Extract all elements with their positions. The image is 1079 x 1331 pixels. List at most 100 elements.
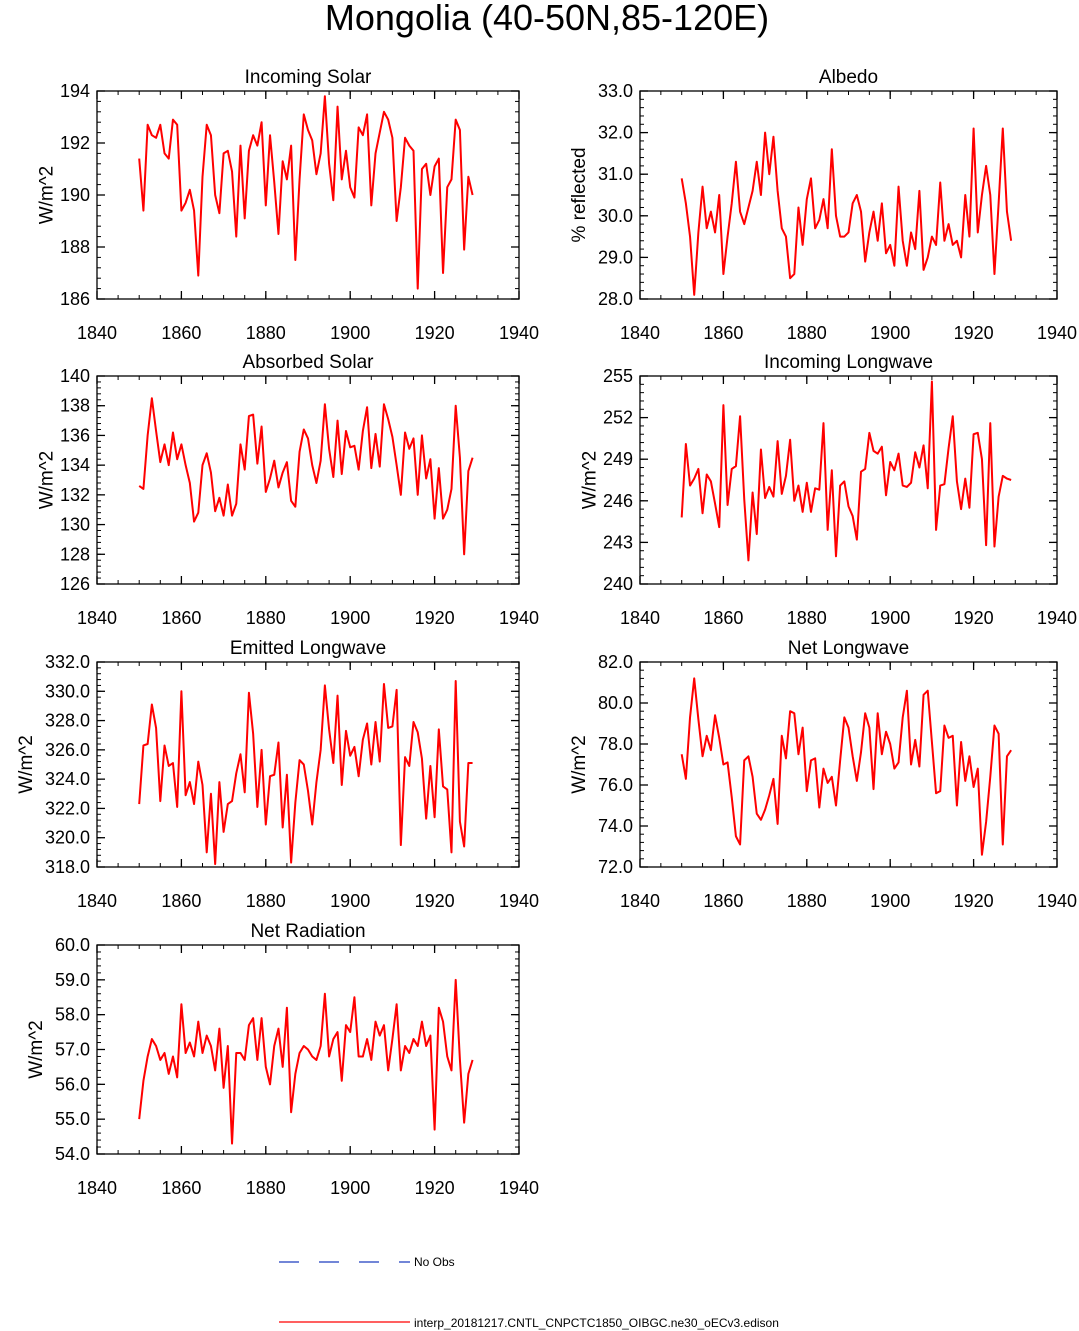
y-tick-label: 130 <box>60 515 90 535</box>
panels: Incoming Solar 1840 1860 1880 1900 1920 1940 18… <box>16 67 1077 1198</box>
y-tick-label: 255 <box>603 366 633 386</box>
plot-frame <box>639 661 1058 868</box>
panel-7: Net Radiation 1840 1860 1880 1900 1920 1940 54.… <box>26 921 539 1198</box>
y-tick-label: 328.0 <box>45 711 90 731</box>
legend-model-label: interp_20181217.CNTL_CNPCTC1850_OIBGC.ne… <box>414 1316 779 1330</box>
y-axis-label: % reflected <box>569 147 590 242</box>
y-tick-label: 60.0 <box>55 935 90 955</box>
y-tick-label: 32.0 <box>598 123 633 143</box>
y-tick-label: 246 <box>603 491 633 511</box>
x-tick-label: 1900 <box>330 608 370 628</box>
x-tick-label: 1900 <box>870 323 910 343</box>
x-tick-label: 1940 <box>1037 608 1077 628</box>
y-tick-label: 31.0 <box>598 164 633 184</box>
y-tick-label: 128 <box>60 544 90 564</box>
x-tick-label: 1860 <box>703 323 743 343</box>
x-tick-label: 1840 <box>77 608 117 628</box>
y-tick-label: 192 <box>60 133 90 153</box>
x-tick-label: 1860 <box>161 608 201 628</box>
y-tick-label: 80.0 <box>598 693 633 713</box>
panel-title: Emitted Longwave <box>230 638 386 659</box>
x-tick-label: 1880 <box>787 608 827 628</box>
x-tick-label: 1920 <box>415 891 455 911</box>
x-tick-label: 1860 <box>703 608 743 628</box>
x-tick-label: 1840 <box>620 323 660 343</box>
panel-3: Absorbed Solar 1840 1860 1880 1900 1920 1940 12… <box>36 352 539 628</box>
y-axis-label: W/m^2 <box>36 451 57 510</box>
y-tick-label: 249 <box>603 449 633 469</box>
series-line <box>680 127 1013 296</box>
x-tick-label: 1880 <box>246 1178 286 1198</box>
y-tick-label: 240 <box>603 574 633 594</box>
y-axis-label: W/m^2 <box>569 735 590 794</box>
y-tick-label: 318.0 <box>45 857 90 877</box>
panel-4: Incoming Longwave 1840 1860 1880 1900 1920 194… <box>579 352 1077 628</box>
y-tick-label: 186 <box>60 289 90 309</box>
x-tick-label: 1840 <box>77 891 117 911</box>
x-tick-label: 1840 <box>620 608 660 628</box>
x-tick-label: 1920 <box>415 323 455 343</box>
legend-no-obs-label: No Obs <box>414 1255 455 1269</box>
y-tick-label: 56.0 <box>55 1074 90 1094</box>
y-axis-label: W/m^2 <box>579 451 600 510</box>
x-tick-label: 1940 <box>1037 891 1077 911</box>
x-tick-label: 1940 <box>1037 323 1077 343</box>
panel-title: Absorbed Solar <box>243 352 375 373</box>
y-tick-label: 30.0 <box>598 206 633 226</box>
panel-title: Albedo <box>819 67 878 88</box>
y-tick-label: 188 <box>60 237 90 257</box>
y-tick-label: 190 <box>60 185 90 205</box>
series-line <box>680 677 1012 856</box>
x-tick-label: 1920 <box>415 608 455 628</box>
x-tick-label: 1840 <box>77 1178 117 1198</box>
x-tick-label: 1920 <box>954 891 994 911</box>
y-tick-label: 72.0 <box>598 857 633 877</box>
x-tick-label: 1900 <box>870 608 910 628</box>
x-tick-label: 1900 <box>330 323 370 343</box>
plot-frame <box>639 375 1058 585</box>
series-line <box>138 680 473 866</box>
y-tick-label: 76.0 <box>598 775 633 795</box>
legend: No Obs interp_20181217.CNTL_CNPCTC1850_O… <box>279 1255 779 1330</box>
series-line <box>680 380 1012 562</box>
y-tick-label: 136 <box>60 425 90 445</box>
x-tick-label: 1940 <box>499 323 539 343</box>
y-tick-label: 330.0 <box>45 681 90 701</box>
y-tick-label: 74.0 <box>598 816 633 836</box>
x-tick-label: 1900 <box>330 1178 370 1198</box>
y-tick-label: 324.0 <box>45 769 90 789</box>
x-tick-label: 1880 <box>246 891 286 911</box>
panel-title: Incoming Solar <box>245 67 372 88</box>
panel-5: Emitted Longwave 1840 1860 1880 1900 1920 1940… <box>16 638 539 911</box>
y-tick-label: 322.0 <box>45 798 90 818</box>
x-tick-label: 1860 <box>703 891 743 911</box>
x-tick-label: 1840 <box>77 323 117 343</box>
y-tick-label: 252 <box>603 408 633 428</box>
series-line <box>138 978 474 1145</box>
x-tick-label: 1940 <box>499 891 539 911</box>
x-tick-label: 1880 <box>246 323 286 343</box>
y-tick-label: 57.0 <box>55 1040 90 1060</box>
y-tick-label: 320.0 <box>45 828 90 848</box>
y-tick-label: 28.0 <box>598 289 633 309</box>
y-tick-label: 33.0 <box>598 81 633 101</box>
y-tick-label: 140 <box>60 366 90 386</box>
x-tick-label: 1920 <box>954 323 994 343</box>
x-tick-label: 1880 <box>787 891 827 911</box>
y-tick-label: 55.0 <box>55 1109 90 1129</box>
panel-title: Net Radiation <box>250 921 365 942</box>
y-axis-label: W/m^2 <box>26 1020 47 1079</box>
series-line <box>138 397 474 556</box>
x-tick-label: 1840 <box>620 891 660 911</box>
y-tick-label: 59.0 <box>55 970 90 990</box>
x-tick-label: 1920 <box>954 608 994 628</box>
y-tick-label: 243 <box>603 532 633 552</box>
x-tick-label: 1900 <box>330 891 370 911</box>
y-tick-label: 138 <box>60 396 90 416</box>
panel-6: Net Longwave 1840 1860 1880 1900 1920 1940 72.0… <box>569 638 1077 911</box>
figure-title: Mongolia (40-50N,85-120E) <box>325 0 769 38</box>
x-tick-label: 1920 <box>415 1178 455 1198</box>
y-tick-label: 58.0 <box>55 1005 90 1025</box>
x-tick-label: 1860 <box>161 323 201 343</box>
